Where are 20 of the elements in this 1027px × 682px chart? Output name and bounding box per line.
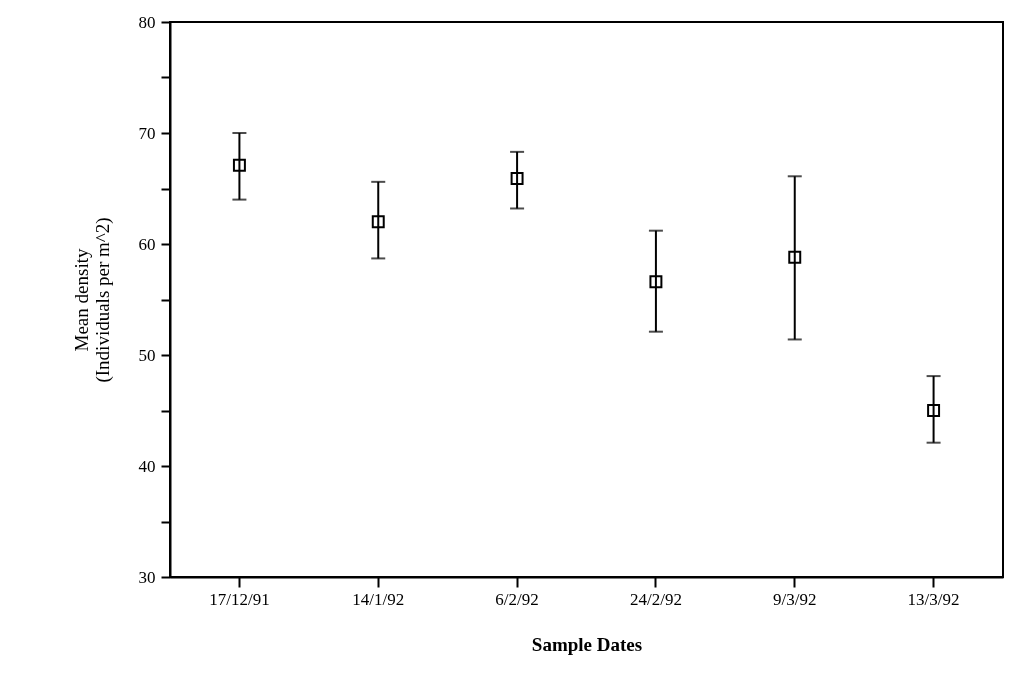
point (927, 404, 941, 417)
point (510, 172, 524, 185)
point (649, 275, 663, 289)
point (371, 215, 385, 229)
y-tick-label: 50 (138, 345, 156, 365)
x-axis-title: Sample Dates (531, 633, 643, 655)
y-tick-label: 30 (138, 567, 156, 587)
y-tick-label: 40 (138, 456, 156, 476)
point (232, 158, 246, 172)
x-tick-label: 13/3/92 (907, 589, 960, 609)
y-axis-title: Mean density (Individuals per m^2) (70, 217, 114, 383)
x-tick-label: 6/2/92 (495, 589, 539, 609)
y-tick-label: 70 (138, 123, 156, 143)
y-tick-label: 60 (138, 234, 156, 254)
point (788, 250, 802, 264)
y-tick-label: 80 (138, 12, 156, 32)
x-tick-label: 14/1/92 (352, 589, 405, 609)
x-tick-label: 24/2/92 (629, 589, 682, 609)
x-tick-label: 9/3/92 (773, 589, 817, 609)
x-tick-label: 17/12/91 (209, 589, 270, 609)
